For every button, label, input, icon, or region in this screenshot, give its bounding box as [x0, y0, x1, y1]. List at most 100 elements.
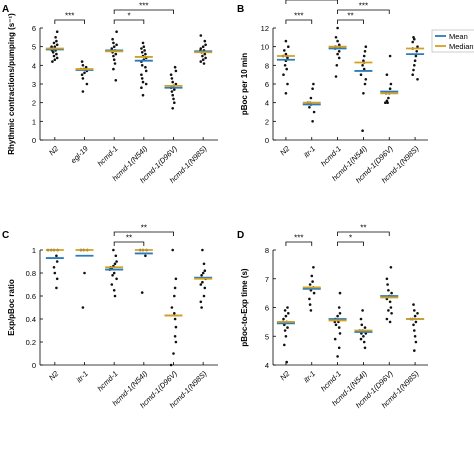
data-point	[284, 92, 288, 95]
data-point	[174, 277, 178, 281]
data-point	[309, 96, 313, 100]
data-point	[411, 73, 415, 76]
data-point	[173, 294, 176, 298]
data-point	[171, 248, 174, 252]
data-point	[311, 280, 314, 283]
data-point	[144, 254, 147, 258]
data-point	[387, 96, 390, 100]
significance-label: ***	[359, 2, 368, 11]
y-tick-label: 2	[265, 117, 269, 126]
data-point	[287, 312, 290, 315]
y-tick-label: 4	[32, 61, 36, 70]
significance-label: ***	[65, 12, 74, 21]
panel-label: B	[237, 4, 244, 15]
x-tick-label: hcmd-1	[96, 369, 120, 393]
data-point	[334, 75, 338, 78]
y-tick-label: 4	[265, 99, 269, 108]
significance-label: **	[347, 12, 353, 21]
data-point	[364, 78, 368, 81]
data-point	[334, 323, 338, 327]
data-point	[413, 335, 417, 338]
data-point	[204, 56, 207, 60]
x-tick-label: egl-19	[69, 143, 91, 165]
y-tick-label: 6	[32, 24, 36, 33]
data-point	[388, 54, 392, 58]
data-point	[140, 64, 144, 67]
data-point	[413, 309, 416, 312]
data-point	[81, 64, 85, 67]
y-tick-label: 0.8	[26, 269, 36, 278]
data-point	[52, 266, 56, 269]
data-point	[112, 67, 115, 71]
data-point	[114, 79, 118, 82]
data-point	[140, 77, 144, 80]
data-point	[55, 39, 58, 43]
data-point	[53, 58, 57, 61]
data-point	[142, 45, 146, 48]
data-point	[360, 323, 364, 327]
data-point	[388, 87, 392, 90]
data-point	[312, 82, 315, 86]
y-tick-label: 3	[32, 80, 36, 89]
data-point	[336, 39, 339, 43]
x-tick-label: N2	[47, 143, 61, 157]
data-point	[52, 41, 56, 45]
data-point	[202, 294, 206, 298]
data-point	[172, 352, 175, 355]
significance-label: **	[360, 224, 366, 233]
data-point	[85, 82, 89, 86]
significance-bracket	[285, 0, 338, 4]
data-point	[285, 67, 289, 71]
data-point	[390, 291, 393, 295]
data-point	[112, 54, 115, 58]
data-point	[201, 280, 204, 284]
significance-label: ***	[294, 12, 303, 21]
y-axis-label: Exp/pBoc ratio	[7, 279, 16, 336]
data-point	[55, 286, 58, 290]
data-point	[364, 45, 368, 48]
data-point	[416, 78, 419, 81]
y-tick-label: 0	[32, 361, 36, 370]
y-tick-label: 7	[265, 275, 269, 284]
y-tick-label: 4	[265, 361, 269, 370]
data-point	[199, 300, 203, 304]
data-point	[199, 60, 203, 63]
data-point	[81, 77, 85, 80]
data-point	[311, 120, 314, 123]
data-point	[112, 248, 115, 252]
data-point	[337, 306, 341, 309]
data-point	[201, 271, 205, 275]
data-point	[173, 312, 176, 315]
data-point	[337, 346, 341, 350]
data-point	[363, 326, 367, 329]
data-point	[201, 58, 205, 61]
data-point	[283, 309, 287, 312]
data-point	[308, 106, 311, 109]
data-point	[199, 283, 203, 286]
data-point	[201, 248, 204, 252]
data-point	[83, 271, 86, 275]
data-point	[55, 52, 58, 56]
x-tick-label: itr-1	[302, 369, 317, 384]
data-point	[53, 271, 57, 275]
x-tick-label: itr-1	[75, 369, 90, 384]
data-point	[173, 101, 176, 104]
data-point	[203, 269, 207, 273]
y-tick-label: 0.2	[26, 338, 36, 347]
data-point	[416, 45, 419, 48]
data-point	[80, 60, 84, 63]
data-point	[115, 43, 118, 47]
data-point	[113, 294, 117, 298]
significance-bracket	[113, 241, 145, 246]
data-point	[361, 129, 364, 132]
significance-bracket	[337, 241, 364, 246]
significance-bracket	[337, 19, 364, 24]
data-point	[386, 283, 389, 286]
significance-label: *	[127, 12, 130, 21]
data-point	[361, 64, 364, 67]
significance-label: **	[141, 224, 147, 233]
panel-a: A 0 1 2 3 4 5 6 Rhythmic contractions/pumping (s…	[2, 2, 218, 185]
data-point	[412, 303, 415, 306]
data-point	[283, 329, 287, 332]
